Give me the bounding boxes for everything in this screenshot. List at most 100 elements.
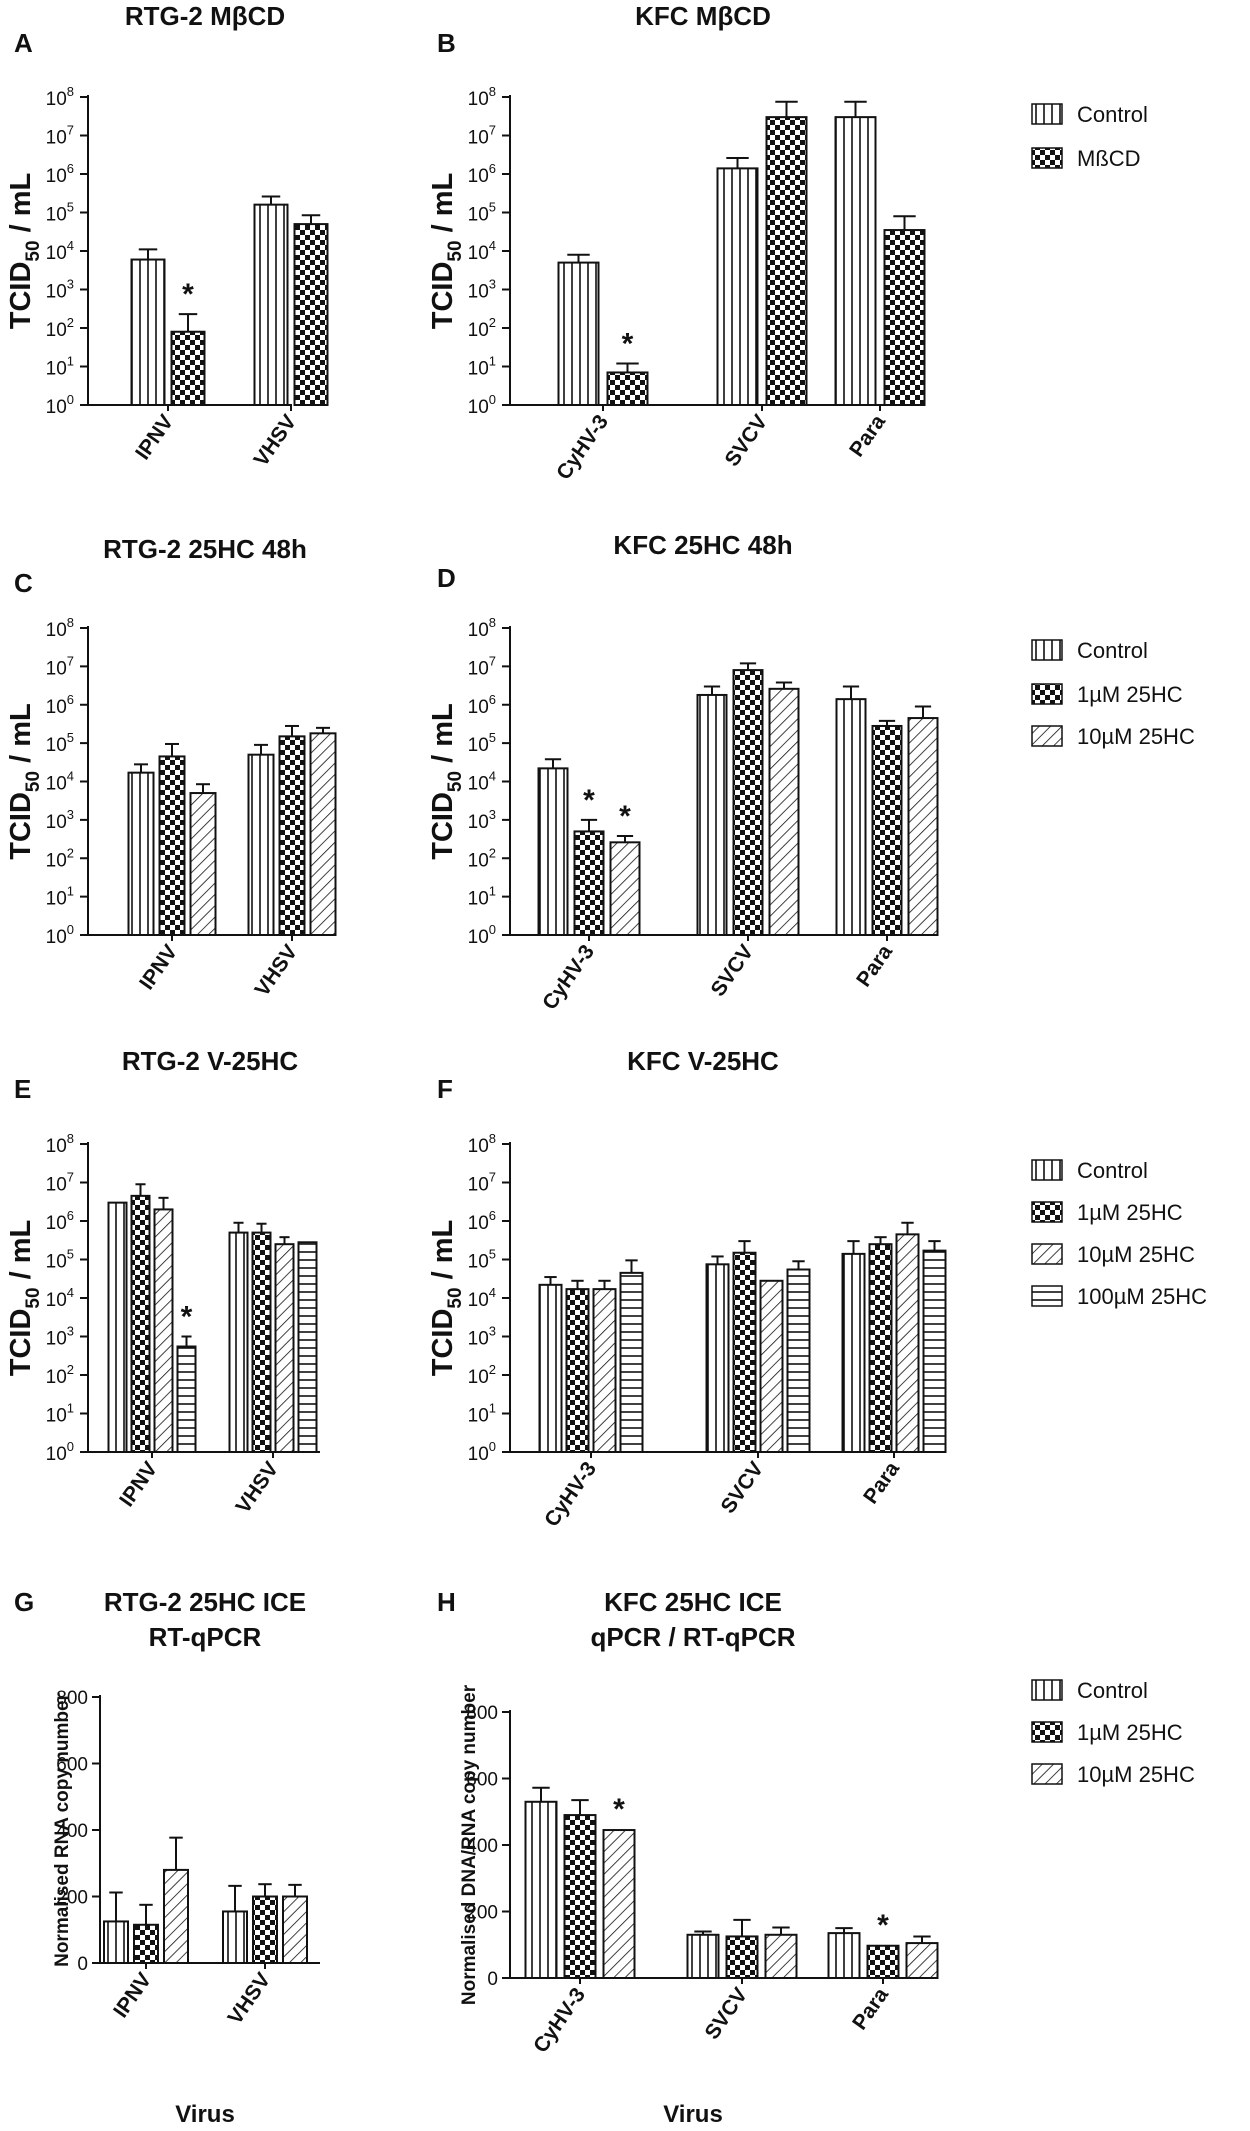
bar	[563, 1814, 597, 1979]
bar	[606, 371, 649, 406]
x-axis-label-right: Virus	[663, 2101, 723, 2128]
bar	[907, 717, 939, 937]
y-tick-label: 103	[46, 1324, 74, 1350]
legend-label: 1µM 25HC	[1077, 1200, 1183, 1225]
bar	[163, 1868, 189, 1965]
y-tick-label: 100	[46, 392, 74, 418]
legend-label: Control	[1077, 1678, 1148, 1703]
chart-title: qPCR / RT-qPCR	[590, 1622, 795, 1652]
bar	[127, 771, 155, 936]
legend-swatch-control	[1031, 1159, 1063, 1181]
bar	[866, 1944, 900, 1980]
bar	[609, 841, 641, 936]
legend-row1: Control MßCD	[1031, 102, 1148, 171]
significance-marker: *	[622, 327, 634, 360]
x-tick-label: VHSV	[223, 1969, 275, 2029]
y-tick-label: 107	[468, 653, 496, 679]
x-tick-label: VHSV	[231, 1458, 283, 1518]
legend-label: 10µM 25HC	[1077, 724, 1195, 749]
x-axis-label-left: Virus	[175, 2101, 235, 2128]
bar	[764, 1933, 798, 1980]
x-tick-label: Para	[845, 410, 890, 461]
legend-label: Control	[1077, 102, 1148, 127]
y-tick-label: 103	[46, 277, 74, 303]
bar	[883, 229, 926, 406]
chart-panel-c: RTG-2 25HC 48h 100 101 102 103 104 105 106 107 10…	[5, 534, 337, 1001]
chart-panel-b: KFC MβCD 100 101 102 103 104 105 106 107 108 TCID5…	[427, 1, 926, 484]
charts-layer: RTG-2 MβCD 100 101 102 103 104 105 106 107 108 TCI…	[5, 1, 947, 2057]
x-tick-label: IPNV	[131, 411, 178, 464]
y-tick-label: 0	[77, 1954, 88, 1975]
panel-letter-e: E	[14, 1074, 31, 1104]
bar	[130, 1194, 151, 1453]
panel-letter-f: F	[437, 1074, 453, 1104]
chart-panel-g: RTG-2 25HC ICE RT-qPCR 0 200 400 600 800Normal…	[52, 1587, 320, 2029]
y-tick-label: 107	[468, 1170, 496, 1196]
significance-marker: *	[613, 1793, 625, 1826]
y-tick-label: 100	[468, 392, 496, 418]
bar	[538, 1283, 563, 1454]
y-tick-label: 101	[46, 354, 74, 380]
bar	[905, 1942, 939, 1980]
bar	[228, 1231, 249, 1453]
y-tick-label: 102	[46, 315, 74, 341]
chart-title: RTG-2 25HC 48h	[103, 534, 307, 564]
bar	[133, 1923, 159, 1964]
bar	[725, 1935, 759, 1979]
legend-label: 1µM 25HC	[1077, 1720, 1183, 1745]
legend-swatch-10um	[1031, 725, 1063, 747]
y-axis-label: TCID50 / mL	[5, 1220, 44, 1376]
bar	[293, 223, 329, 406]
chart-title: RTG-2 V-25HC	[122, 1046, 298, 1076]
bar	[557, 261, 600, 406]
bar	[732, 669, 764, 936]
x-tick-label: SVCV	[706, 941, 758, 1001]
bar	[274, 1243, 295, 1454]
chart-title: RT-qPCR	[149, 1622, 262, 1652]
y-tick-label: 106	[468, 1208, 496, 1234]
bar	[705, 1263, 730, 1454]
bar	[282, 1895, 308, 1964]
x-tick-label: VHSV	[249, 411, 301, 471]
significance-marker: *	[181, 1301, 193, 1334]
legend-label: 10µM 25HC	[1077, 1762, 1195, 1787]
y-tick-label: 106	[468, 692, 496, 718]
x-tick-label: Para	[848, 1983, 893, 2034]
panel-letter-g: G	[14, 1587, 34, 1617]
bar	[619, 1271, 644, 1453]
x-tick-label: SVCV	[720, 411, 772, 471]
bar	[871, 724, 903, 937]
y-tick-label: 108	[468, 615, 496, 641]
y-tick-label: 101	[468, 884, 496, 910]
y-tick-label: 105	[46, 730, 74, 756]
y-tick-label: 105	[468, 730, 496, 756]
y-tick-label: 104	[468, 1285, 496, 1311]
bar	[732, 1251, 757, 1453]
panel-letter-d: D	[437, 563, 456, 593]
x-tick-label: Para	[852, 940, 897, 991]
y-tick-label: 100	[468, 1439, 496, 1465]
x-tick-label: Para	[859, 1457, 904, 1508]
x-tick-label: CyHV-3	[552, 411, 613, 484]
bar	[602, 1829, 636, 1979]
y-tick-label: 600	[466, 1770, 498, 1791]
bar	[573, 830, 605, 936]
y-axis-label: TCID50 / mL	[5, 703, 44, 859]
significance-marker: *	[182, 278, 194, 311]
bar	[170, 330, 206, 407]
y-tick-label: 100	[468, 922, 496, 948]
y-tick-label: 103	[46, 807, 74, 833]
x-tick-label: IPNV	[115, 1458, 162, 1511]
y-tick-label: 107	[46, 1170, 74, 1196]
bar	[309, 732, 337, 936]
y-axis-label: TCID50 / mL	[5, 173, 44, 329]
legend-swatch-10um	[1031, 1243, 1063, 1265]
y-tick-label: 200	[466, 1903, 498, 1924]
bar	[592, 1288, 617, 1453]
legend-row4: Control 1µM 25HC 10µM 25HC	[1031, 1678, 1195, 1787]
y-tick-label: 200	[56, 1888, 88, 1909]
chart-title: KFC MβCD	[635, 1, 771, 31]
y-tick-label: 108	[468, 1131, 496, 1157]
y-tick-label: 102	[46, 1362, 74, 1388]
y-tick-label: 100	[46, 922, 74, 948]
